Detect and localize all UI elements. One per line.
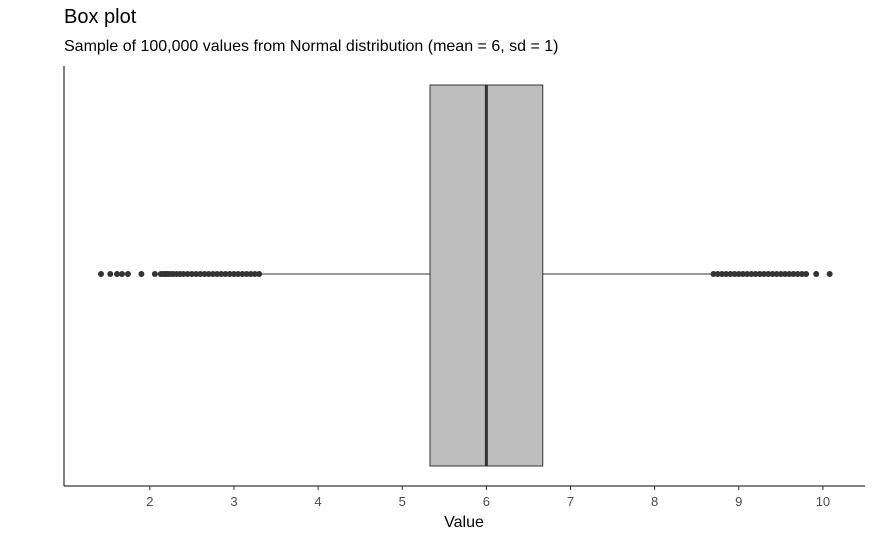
outlier-point bbox=[769, 271, 776, 277]
outlier-point bbox=[193, 271, 200, 277]
outlier-point bbox=[107, 271, 114, 277]
outlier-point bbox=[739, 271, 746, 277]
x-tick-label: 7 bbox=[567, 494, 574, 509]
outlier-point bbox=[197, 271, 204, 277]
outlier-point bbox=[718, 271, 725, 277]
outlier-point bbox=[251, 271, 258, 277]
outlier-point bbox=[226, 271, 233, 277]
outlier-point bbox=[765, 271, 772, 277]
outlier-point bbox=[761, 271, 768, 277]
outlier-point bbox=[782, 271, 789, 277]
x-tick-label: 5 bbox=[399, 494, 406, 509]
outlier-point bbox=[151, 271, 158, 277]
outlier-point bbox=[727, 271, 734, 277]
outlier-point bbox=[735, 271, 742, 277]
outlier-point bbox=[205, 271, 212, 277]
outlier-point bbox=[794, 271, 801, 277]
outlier-point bbox=[180, 271, 187, 277]
outliers bbox=[98, 271, 833, 277]
x-tick-label: 10 bbox=[816, 494, 830, 509]
outlier-point bbox=[235, 271, 242, 277]
outlier-point bbox=[744, 271, 751, 277]
chart-title: Box plot bbox=[64, 6, 137, 28]
x-tick-label: 2 bbox=[146, 494, 153, 509]
outlier-point bbox=[813, 271, 820, 277]
outlier-point bbox=[777, 271, 784, 277]
outlier-point bbox=[773, 271, 780, 277]
outlier-point bbox=[803, 271, 810, 277]
outlier-point bbox=[218, 271, 225, 277]
x-tick-label: 3 bbox=[230, 494, 237, 509]
outlier-point bbox=[230, 271, 237, 277]
outlier-point bbox=[723, 271, 730, 277]
outlier-point bbox=[714, 271, 721, 277]
outlier-point bbox=[119, 271, 126, 277]
x-tick-label: 8 bbox=[651, 494, 658, 509]
outlier-point bbox=[184, 271, 191, 277]
outlier-point bbox=[214, 271, 221, 277]
outlier-point bbox=[209, 271, 216, 277]
x-tick-label: 4 bbox=[314, 494, 321, 509]
outlier-point bbox=[201, 271, 208, 277]
outlier-point bbox=[247, 271, 254, 277]
outlier-point bbox=[256, 271, 263, 277]
chart-subtitle: Sample of 100,000 values from Normal dis… bbox=[64, 38, 559, 55]
outlier-point bbox=[826, 271, 833, 277]
axes bbox=[63, 66, 865, 487]
outlier-point bbox=[790, 271, 797, 277]
outlier-point bbox=[124, 271, 131, 277]
outlier-point bbox=[798, 271, 805, 277]
x-tick-label: 9 bbox=[735, 494, 742, 509]
outlier-point bbox=[710, 271, 717, 277]
x-axis-label: Value bbox=[444, 514, 484, 531]
outlier-point bbox=[188, 271, 195, 277]
outlier-point bbox=[756, 271, 763, 277]
outlier-point bbox=[138, 271, 145, 277]
outlier-point bbox=[222, 271, 229, 277]
x-tick-label: 6 bbox=[483, 494, 490, 509]
outlier-point bbox=[731, 271, 738, 277]
outlier-point bbox=[243, 271, 250, 277]
outlier-point bbox=[786, 271, 793, 277]
outlier-point bbox=[748, 271, 755, 277]
x-ticks: 2 3 4 5 6 7 8 9 10 bbox=[146, 486, 830, 509]
outlier-point bbox=[114, 271, 121, 277]
outlier-point bbox=[752, 271, 759, 277]
outlier-point bbox=[98, 271, 105, 277]
box bbox=[429, 84, 544, 467]
outlier-point bbox=[239, 271, 246, 277]
